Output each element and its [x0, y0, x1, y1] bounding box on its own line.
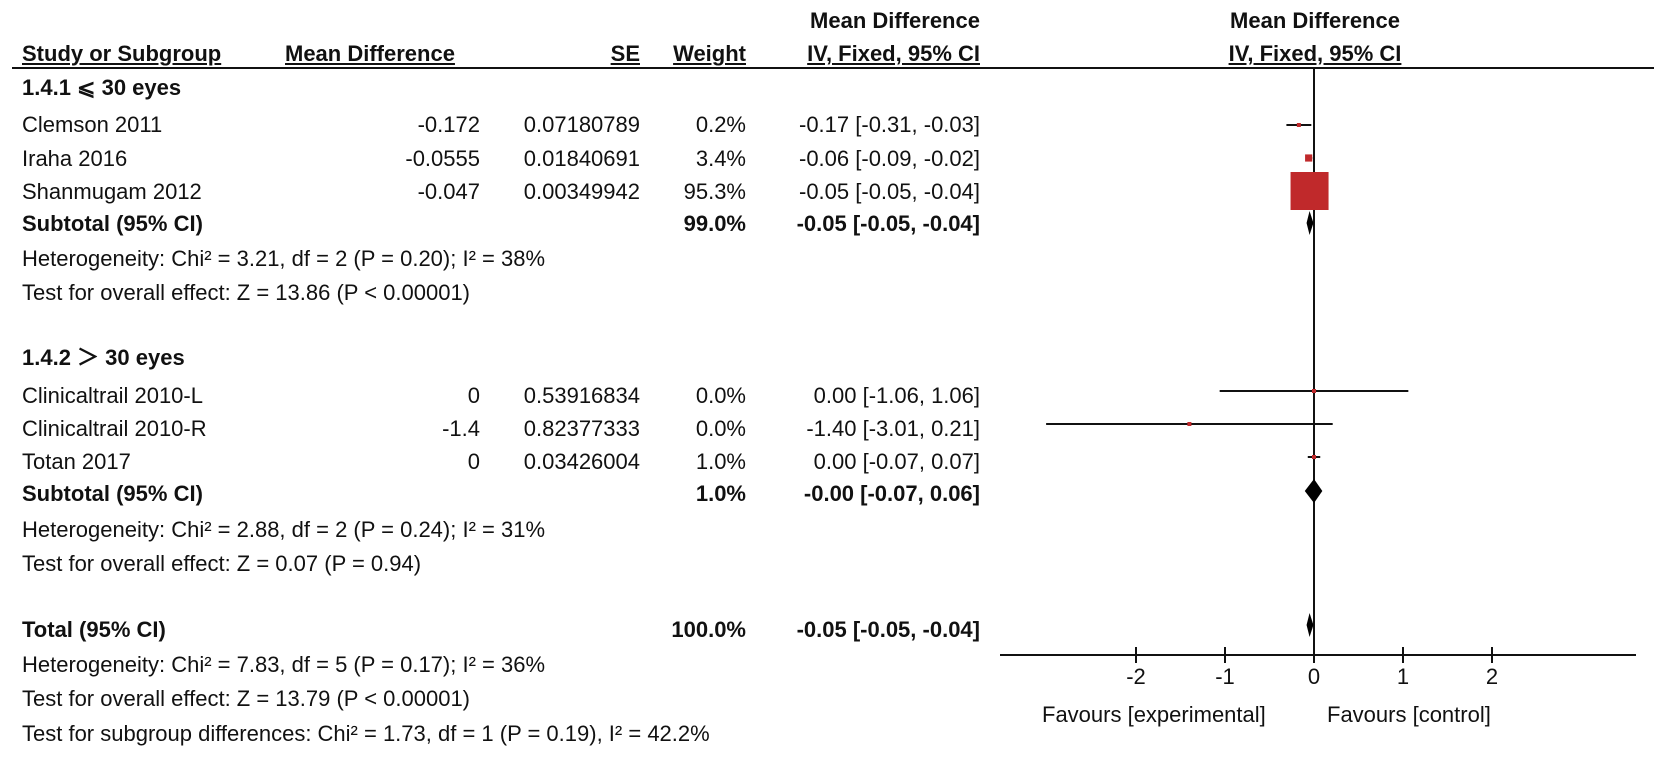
study-weight: 0.0% [695, 416, 746, 441]
subgroup-differences-text: Test for subgroup differences: Chi² = 1.… [22, 721, 710, 746]
study-ci: -0.05 [-0.05, -0.04] [799, 179, 980, 204]
study-weight: 1.0% [695, 449, 746, 474]
x-tick-label: 2 [1486, 664, 1498, 689]
summary-diamond [1306, 211, 1314, 235]
study-name: Clinicaltrail 2010-R [22, 416, 207, 441]
study-md: 0 [467, 449, 480, 474]
overall-effect-text: Test for overall effect: Z = 0.07 (P = 0… [22, 551, 422, 576]
weight-header: Weight [673, 41, 746, 66]
subtotal-weight: 1.0% [695, 481, 746, 506]
study-md: -0.172 [417, 112, 480, 137]
study-marker [1305, 154, 1313, 162]
study-md: -0.0555 [405, 146, 480, 171]
study-name: Iraha 2016 [22, 146, 128, 171]
study-ci: -1.40 [-3.01, 0.21] [806, 416, 980, 441]
total-overall-effect-text: Test for overall effect: Z = 13.79 (P < … [22, 686, 471, 711]
study-se: 0.07180789 [523, 112, 640, 137]
heterogeneity-text: Heterogeneity: Chi² = 3.21, df = 2 (P = … [22, 246, 546, 271]
subtotal-ci: -0.00 [-0.07, 0.06] [803, 481, 980, 506]
x-tick-label: 1 [1397, 664, 1409, 689]
study-weight: 95.3% [683, 179, 746, 204]
study-header: Study or Subgroup [22, 41, 222, 66]
subtotal-weight: 99.0% [683, 211, 746, 236]
study-marker [1312, 455, 1316, 459]
plot-header-line2: IV, Fixed, 95% CI [1228, 41, 1402, 66]
x-tick-label: -2 [1126, 664, 1146, 689]
study-name: Clemson 2011 [22, 112, 163, 137]
x-tick-label: -1 [1215, 664, 1235, 689]
overall-effect-text: Test for overall effect: Z = 13.86 (P < … [22, 280, 471, 305]
study-ci: -0.06 [-0.09, -0.02] [799, 146, 980, 171]
study-se: 0.01840691 [523, 146, 640, 171]
study-weight: 0.2% [695, 112, 746, 137]
study-name: Totan 2017 [22, 449, 131, 474]
total-ci: -0.05 [-0.05, -0.04] [796, 617, 980, 642]
ci-header-line1: Mean Difference [810, 8, 980, 33]
subtotal-label: Subtotal (95% CI) [22, 481, 203, 506]
study-md: 0 [467, 383, 480, 408]
study-marker [1290, 172, 1329, 210]
subgroup-title-2: 1.4.2 ＞ 30 eyes [22, 345, 185, 370]
study-se: 0.00349942 [523, 179, 640, 204]
total-weight: 100.0% [671, 617, 746, 642]
study-marker [1312, 389, 1316, 393]
study-name: Clinicaltrail 2010-L [22, 383, 203, 408]
total-label: Total (95% CI) [22, 617, 166, 642]
study-marker [1187, 422, 1192, 426]
study-name: Shanmugam 2012 [22, 179, 202, 204]
study-weight: 3.4% [695, 146, 746, 171]
study-ci: -0.17 [-0.31, -0.03] [799, 112, 980, 137]
ci-header-line2: IV, Fixed, 95% CI [807, 41, 980, 66]
summary-diamond [1304, 479, 1323, 503]
subtotal-ci: -0.05 [-0.05, -0.04] [796, 211, 980, 236]
study-ci: 0.00 [-0.07, 0.07] [813, 449, 980, 474]
favours-experimental-label: Favours [experimental] [1042, 702, 1266, 727]
study-weight: 0.0% [695, 383, 746, 408]
study-md: -0.047 [417, 179, 480, 204]
md-header: Mean Difference [285, 41, 455, 66]
total-heterogeneity-text: Heterogeneity: Chi² = 7.83, df = 5 (P = … [22, 652, 546, 677]
study-md: -1.4 [442, 416, 480, 441]
heterogeneity-text: Heterogeneity: Chi² = 2.88, df = 2 (P = … [22, 517, 546, 542]
se-header: SE [610, 41, 640, 66]
subtotal-label: Subtotal (95% CI) [22, 211, 203, 236]
plot-header-line1: Mean Difference [1230, 8, 1400, 33]
summary-diamond [1306, 613, 1314, 637]
study-ci: 0.00 [-1.06, 1.06] [813, 383, 980, 408]
subgroup-title-1: 1.4.1 ⩽ 30 eyes [22, 75, 182, 100]
header-rule [12, 67, 1654, 69]
study-marker [1296, 123, 1301, 127]
study-se: 0.03426004 [523, 449, 640, 474]
favours-control-label: Favours [control] [1327, 702, 1491, 727]
study-se: 0.53916834 [523, 383, 640, 408]
x-tick-label: 0 [1308, 664, 1320, 689]
study-se: 0.82377333 [523, 416, 640, 441]
